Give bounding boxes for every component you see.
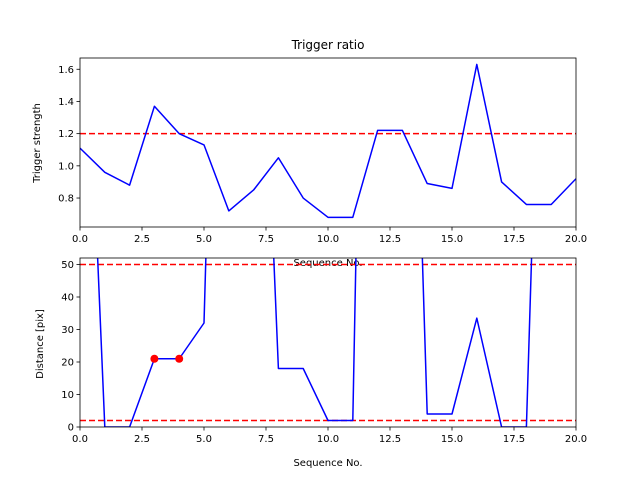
bottom-x-axis-label: Sequence No. [293,458,362,469]
bottom-y-tick-label-3: 30 [61,325,74,336]
bottom-x-tick-label-0: 0.0 [72,434,88,445]
top-x-tick-label-7: 17.5 [503,234,525,245]
top-y-tick-label-0: 0.8 [58,194,74,205]
top-series-line-0 [80,63,576,219]
bottom-y-tick-label-2: 20 [61,358,74,369]
top-plot: 0.0 2.5 5.0 7.5 10.0 12.5 15.0 17.5 20.0 0.8 1.0 1.… [58,57,587,245]
top-plot-frame [79,57,577,228]
bottom-x-tick-label-3: 7.5 [258,434,274,445]
top-x-tick-label-6: 15.0 [441,234,463,245]
bottom-x-tick-label-2: 5.0 [196,434,212,445]
bottom-series-line-0 [96,258,533,427]
top-x-tick-label-0: 0.0 [72,234,88,245]
bottom-y-axis-label: Distance [pix] [35,309,46,379]
bottom-plot-frame [79,257,577,428]
bottom-y-tick-label-1: 10 [61,390,74,401]
bottom-marker-0 [150,354,159,363]
bottom-y-tick-label-0: 0 [68,423,74,434]
bottom-y-tick-label-5: 50 [61,260,74,271]
bottom-x-tick-label-7: 17.5 [503,434,525,445]
bottom-x-tick-label-6: 15.0 [441,434,463,445]
top-y-tick-label-4: 1.6 [58,65,74,76]
top-x-tick-label-3: 7.5 [258,234,274,245]
bottom-plot: 0.0 2.5 5.0 7.5 10.0 12.5 15.0 17.5 20.0 0 10 20 30 4… [61,257,587,445]
bottom-y-tick-label-4: 40 [61,293,74,304]
top-x-tick-label-1: 2.5 [134,234,150,245]
bottom-x-tick-label-1: 2.5 [134,434,150,445]
top-y-tick-label-3: 1.4 [58,97,74,108]
top-x-tick-label-5: 12.5 [379,234,401,245]
bottom-x-tick-label-4: 10.0 [317,434,339,445]
bottom-x-tick-label-5: 12.5 [379,434,401,445]
chart-title: Trigger ratio [291,38,365,52]
top-x-tick-label-2: 5.0 [196,234,212,245]
top-x-tick-label-8: 20.0 [565,234,587,245]
top-y-tick-label-2: 1.2 [58,129,74,140]
top-x-tick-label-4: 10.0 [317,234,339,245]
top-y-axis-label: Trigger strength [32,103,43,184]
bottom-marker-1 [175,354,184,363]
top-y-tick-label-1: 1.0 [58,161,74,172]
top-x-axis-label: Sequence No. [293,258,362,269]
bottom-x-tick-label-8: 20.0 [565,434,587,445]
